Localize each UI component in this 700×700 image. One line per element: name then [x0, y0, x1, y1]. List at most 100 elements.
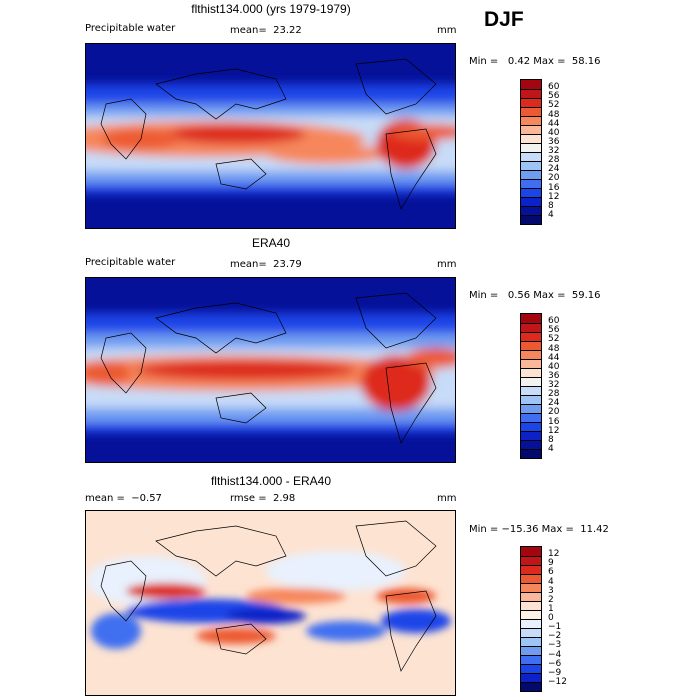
colorbar-tick-label: 20 — [548, 407, 560, 418]
colorbar-tick-label: 6 — [548, 567, 554, 578]
colorbar-tick-label: 48 — [548, 109, 560, 120]
colorbar-tick-label: 9 — [548, 558, 554, 569]
colorbar-segment — [521, 664, 541, 673]
colorbar-segment — [521, 646, 541, 655]
colorbar-segment — [521, 619, 541, 628]
colorbar-tick-label: 3 — [548, 585, 554, 596]
colorbar-segment — [521, 323, 541, 332]
colorbar-segment — [521, 431, 541, 440]
colorbar-segment — [521, 377, 541, 386]
colorbar-segment — [521, 197, 541, 206]
colorbar-segment — [521, 628, 541, 637]
colorbar-tick-label: 12 — [548, 549, 560, 560]
colorbar-segment — [521, 206, 541, 215]
colorbar-tick-label: −4 — [548, 649, 562, 660]
colorbar-tick-label: 28 — [548, 155, 560, 166]
colorbar-segment — [521, 574, 541, 583]
colorbar-segment — [521, 601, 541, 610]
colorbar-tick-label: 4 — [548, 443, 554, 454]
panel2-colorbar — [520, 313, 542, 459]
panel3-units: mm — [437, 493, 457, 504]
colorbar-segment — [521, 655, 541, 664]
colorbar-tick-label: 40 — [548, 127, 560, 138]
panel1-map — [85, 43, 456, 229]
colorbar-tick-label: −9 — [548, 667, 562, 678]
colorbar-segment — [521, 350, 541, 359]
colorbar-segment — [521, 359, 541, 368]
colorbar-tick-label: 2 — [548, 594, 554, 605]
colorbar-tick-label: 0 — [548, 613, 554, 623]
colorbar-segment — [521, 179, 541, 188]
colorbar-tick-label: 32 — [548, 146, 560, 156]
colorbar-segment — [521, 547, 541, 556]
panel1-units: mm — [437, 25, 457, 36]
colorbar-tick-label: 24 — [548, 164, 560, 175]
colorbar-segment — [521, 386, 541, 395]
colorbar-tick-label: −6 — [548, 658, 562, 669]
panel3-colorbar — [520, 546, 542, 692]
panel1-title: flthist134.000 (yrs 1979-1979) — [191, 2, 351, 16]
panel1-mean: mean= 23.22 — [230, 25, 302, 36]
colorbar-tick-label: −3 — [548, 640, 562, 651]
colorbar-segment — [521, 556, 541, 565]
colorbar-tick-label: 52 — [548, 100, 560, 111]
colorbar-segment — [521, 215, 541, 224]
panel2-title: ERA40 — [251, 236, 291, 250]
season-label: DJF — [484, 8, 524, 31]
colorbar-tick-label: 48 — [548, 343, 560, 354]
panel1-colorbar — [520, 79, 542, 225]
colorbar-segment — [521, 80, 541, 89]
colorbar-segment — [521, 440, 541, 449]
colorbar-tick-label: 44 — [548, 118, 560, 129]
colorbar-segment — [521, 368, 541, 377]
panel3-rmse: rmse = 2.98 — [230, 493, 296, 504]
colorbar-tick-label: 12 — [548, 191, 560, 202]
colorbar-tick-label: 4 — [548, 209, 554, 220]
colorbar-tick-label: 56 — [548, 91, 560, 102]
colorbar-tick-label: 12 — [548, 425, 560, 436]
colorbar-tick-label: 40 — [548, 361, 560, 372]
colorbar-segment — [521, 422, 541, 431]
panel2-mean: mean= 23.79 — [230, 259, 302, 270]
panel3-title: flthist134.000 - ERA40 — [210, 474, 332, 488]
colorbar-tick-label: 1 — [548, 603, 554, 614]
panel2-map — [85, 277, 456, 463]
panel3-mean: mean = −0.57 — [85, 493, 162, 504]
colorbar-segment — [521, 682, 541, 691]
panel3-map — [85, 510, 456, 696]
colorbar-segment — [521, 125, 541, 134]
colorbar-segment — [521, 637, 541, 646]
colorbar-segment — [521, 314, 541, 323]
colorbar-tick-label: 44 — [548, 352, 560, 363]
colorbar-segment — [521, 116, 541, 125]
panel1-colorbar-ticks: 60 56 52 48 44 40 36 32 28 24 20 16 12 8 4 — [548, 79, 588, 225]
colorbar-segment — [521, 143, 541, 152]
colorbar-segment — [521, 152, 541, 161]
colorbar-segment — [521, 610, 541, 619]
colorbar-tick-label: 52 — [548, 334, 560, 345]
colorbar-segment — [521, 89, 541, 98]
panel2-variable-label: Precipitable water — [85, 257, 176, 268]
panel3-colorbar-ticks: 12 9 6 4 3 2 1 0 −1 −2 −3 −4 −6 −9 −12 — [548, 546, 588, 692]
colorbar-tick-label: 24 — [548, 398, 560, 409]
colorbar-tick-label: 4 — [548, 576, 554, 587]
colorbar-tick-label: 60 — [548, 82, 560, 93]
colorbar-tick-label: 56 — [548, 325, 560, 336]
panel1-variable-label: Precipitable water — [85, 23, 176, 34]
colorbar-segment — [521, 583, 541, 592]
colorbar-segment — [521, 170, 541, 179]
colorbar-segment — [521, 98, 541, 107]
colorbar-segment — [521, 404, 541, 413]
colorbar-tick-label: 16 — [548, 182, 560, 193]
colorbar-segment — [521, 107, 541, 116]
colorbar-segment — [521, 341, 541, 350]
colorbar-tick-label: −1 — [548, 622, 562, 633]
colorbar-tick-label: 8 — [548, 434, 554, 445]
colorbar-tick-label: −12 — [548, 676, 567, 687]
colorbar-tick-label: 20 — [548, 173, 560, 184]
colorbar-segment — [521, 565, 541, 574]
colorbar-tick-label: 16 — [548, 416, 560, 427]
colorbar-segment — [521, 161, 541, 170]
colorbar-segment — [521, 673, 541, 682]
panel2-colorbar-ticks: 60 56 52 48 44 40 36 32 28 24 20 16 12 8 4 — [548, 313, 588, 459]
